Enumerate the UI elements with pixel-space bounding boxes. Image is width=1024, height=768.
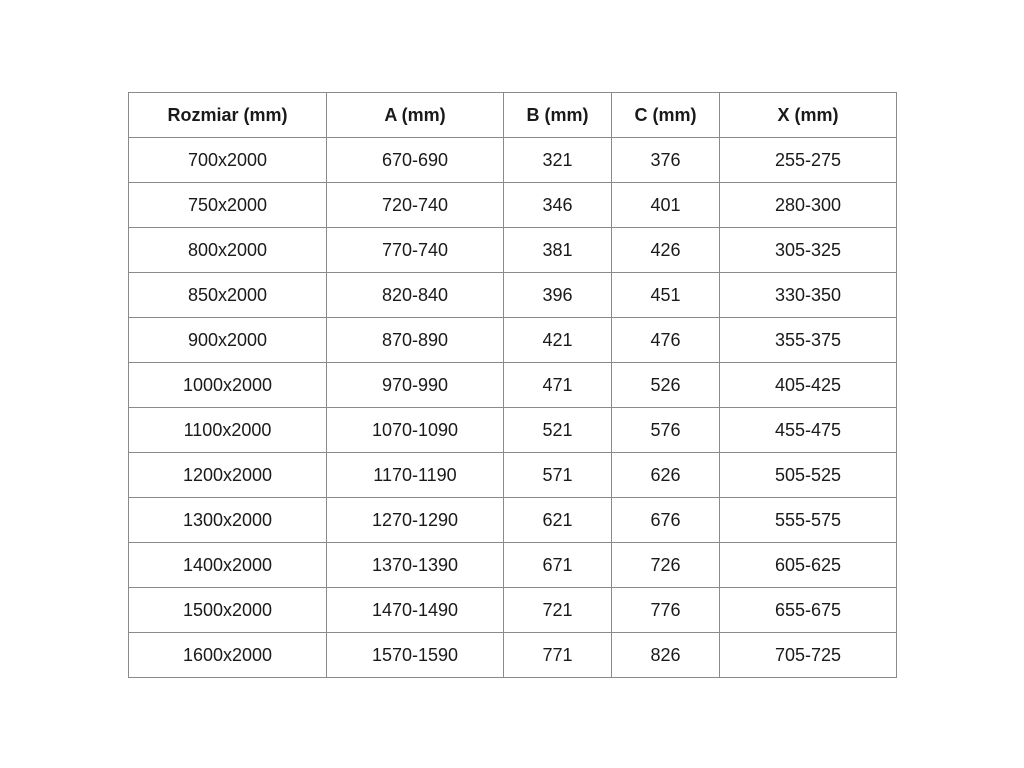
table-row: 1500x2000 1470-1490 721 776 655-675 — [128, 587, 897, 633]
cell-size: 850x2000 — [128, 272, 327, 318]
cell-a: 1470-1490 — [326, 587, 504, 633]
cell-c: 526 — [611, 362, 720, 408]
cell-c: 401 — [611, 182, 720, 228]
cell-size: 1000x2000 — [128, 362, 327, 408]
table-header-row: Rozmiar (mm) A (mm) B (mm) C (mm) X (mm) — [128, 92, 897, 138]
cell-size: 1400x2000 — [128, 542, 327, 588]
cell-b: 321 — [503, 137, 612, 183]
cell-b: 771 — [503, 632, 612, 678]
cell-size: 750x2000 — [128, 182, 327, 228]
cell-a: 870-890 — [326, 317, 504, 363]
column-header-c: C (mm) — [611, 92, 720, 138]
cell-size: 1500x2000 — [128, 587, 327, 633]
cell-x: 405-425 — [719, 362, 897, 408]
cell-b: 721 — [503, 587, 612, 633]
cell-a: 1570-1590 — [326, 632, 504, 678]
cell-c: 376 — [611, 137, 720, 183]
cell-size: 1300x2000 — [128, 497, 327, 543]
table-row: 1000x2000 970-990 471 526 405-425 — [128, 362, 897, 408]
column-header-b: B (mm) — [503, 92, 612, 138]
cell-x: 305-325 — [719, 227, 897, 273]
cell-size: 800x2000 — [128, 227, 327, 273]
cell-a: 1270-1290 — [326, 497, 504, 543]
cell-x: 655-675 — [719, 587, 897, 633]
cell-x: 280-300 — [719, 182, 897, 228]
column-header-x: X (mm) — [719, 92, 897, 138]
cell-a: 770-740 — [326, 227, 504, 273]
cell-c: 726 — [611, 542, 720, 588]
dimensions-table: Rozmiar (mm) A (mm) B (mm) C (mm) X (mm) 700… — [128, 92, 897, 678]
cell-x: 330-350 — [719, 272, 897, 318]
cell-size: 1100x2000 — [128, 407, 327, 453]
cell-size: 1600x2000 — [128, 632, 327, 678]
column-header-a: A (mm) — [326, 92, 504, 138]
column-header-size: Rozmiar (mm) — [128, 92, 327, 138]
table-row: 700x2000 670-690 321 376 255-275 — [128, 137, 897, 183]
cell-c: 826 — [611, 632, 720, 678]
table-row: 1100x2000 1070-1090 521 576 455-475 — [128, 407, 897, 453]
cell-b: 396 — [503, 272, 612, 318]
cell-c: 626 — [611, 452, 720, 498]
cell-a: 820-840 — [326, 272, 504, 318]
cell-a: 970-990 — [326, 362, 504, 408]
cell-c: 426 — [611, 227, 720, 273]
cell-a: 1170-1190 — [326, 452, 504, 498]
cell-size: 1200x2000 — [128, 452, 327, 498]
cell-x: 255-275 — [719, 137, 897, 183]
cell-a: 720-740 — [326, 182, 504, 228]
table-row: 1600x2000 1570-1590 771 826 705-725 — [128, 632, 897, 678]
cell-x: 605-625 — [719, 542, 897, 588]
cell-b: 571 — [503, 452, 612, 498]
table-row: 800x2000 770-740 381 426 305-325 — [128, 227, 897, 273]
cell-x: 455-475 — [719, 407, 897, 453]
cell-x: 555-575 — [719, 497, 897, 543]
cell-b: 521 — [503, 407, 612, 453]
cell-x: 505-525 — [719, 452, 897, 498]
cell-c: 451 — [611, 272, 720, 318]
cell-a: 670-690 — [326, 137, 504, 183]
cell-a: 1370-1390 — [326, 542, 504, 588]
cell-b: 421 — [503, 317, 612, 363]
table-row: 1200x2000 1170-1190 571 626 505-525 — [128, 452, 897, 498]
table-row: 1300x2000 1270-1290 621 676 555-575 — [128, 497, 897, 543]
cell-x: 355-375 — [719, 317, 897, 363]
cell-b: 381 — [503, 227, 612, 273]
cell-size: 900x2000 — [128, 317, 327, 363]
cell-c: 776 — [611, 587, 720, 633]
cell-b: 471 — [503, 362, 612, 408]
cell-x: 705-725 — [719, 632, 897, 678]
cell-c: 576 — [611, 407, 720, 453]
cell-b: 671 — [503, 542, 612, 588]
cell-b: 621 — [503, 497, 612, 543]
table-row: 1400x2000 1370-1390 671 726 605-625 — [128, 542, 897, 588]
table-row: 750x2000 720-740 346 401 280-300 — [128, 182, 897, 228]
cell-c: 476 — [611, 317, 720, 363]
table-row: 900x2000 870-890 421 476 355-375 — [128, 317, 897, 363]
cell-a: 1070-1090 — [326, 407, 504, 453]
table-row: 850x2000 820-840 396 451 330-350 — [128, 272, 897, 318]
cell-c: 676 — [611, 497, 720, 543]
cell-b: 346 — [503, 182, 612, 228]
cell-size: 700x2000 — [128, 137, 327, 183]
